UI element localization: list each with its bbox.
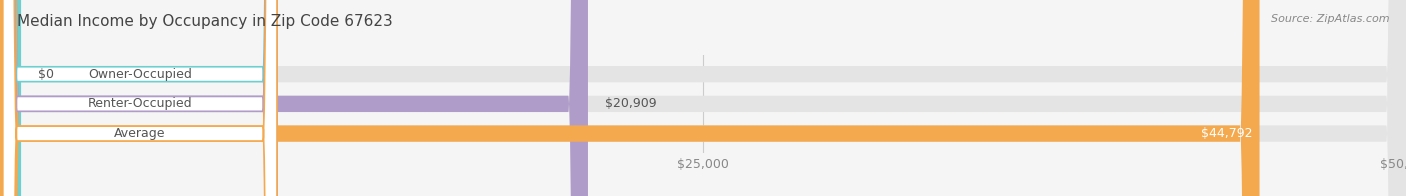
FancyBboxPatch shape xyxy=(0,0,1260,196)
Text: $44,792: $44,792 xyxy=(1201,127,1253,140)
Text: Median Income by Occupancy in Zip Code 67623: Median Income by Occupancy in Zip Code 6… xyxy=(17,14,392,29)
Text: $20,909: $20,909 xyxy=(605,97,657,110)
FancyBboxPatch shape xyxy=(3,0,277,196)
Text: Owner-Occupied: Owner-Occupied xyxy=(89,68,191,81)
Text: Average: Average xyxy=(114,127,166,140)
FancyBboxPatch shape xyxy=(0,0,588,196)
FancyBboxPatch shape xyxy=(3,0,277,196)
Text: Renter-Occupied: Renter-Occupied xyxy=(87,97,193,110)
FancyBboxPatch shape xyxy=(3,0,277,196)
FancyBboxPatch shape xyxy=(0,0,21,196)
Text: Source: ZipAtlas.com: Source: ZipAtlas.com xyxy=(1271,14,1389,24)
Text: $0: $0 xyxy=(38,68,53,81)
